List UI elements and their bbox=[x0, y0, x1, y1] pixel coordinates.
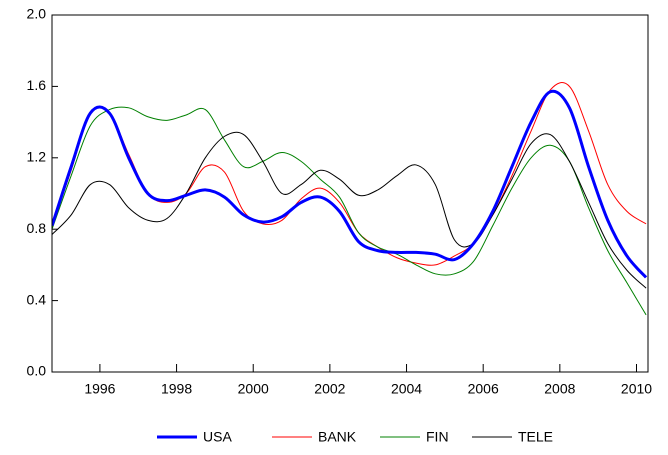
x-tick-label: 2008 bbox=[544, 381, 575, 397]
x-tick-label: 2000 bbox=[238, 381, 269, 397]
series-line bbox=[52, 131, 647, 289]
legend-label: TELE bbox=[518, 429, 553, 445]
y-tick-label: 2.0 bbox=[27, 6, 47, 22]
series-line bbox=[52, 106, 647, 316]
series-line bbox=[52, 82, 647, 266]
legend-label: FIN bbox=[426, 429, 449, 445]
x-tick-label: 2010 bbox=[621, 381, 652, 397]
legend-label: USA bbox=[203, 429, 232, 445]
legend-label: BANK bbox=[318, 429, 357, 445]
y-tick-label: 0.8 bbox=[27, 220, 47, 236]
x-tick-label: 2004 bbox=[391, 381, 422, 397]
y-tick-label: 0.4 bbox=[27, 291, 47, 307]
series-line bbox=[52, 89, 648, 279]
x-tick-label: 2006 bbox=[468, 381, 499, 397]
x-tick-label: 1998 bbox=[161, 381, 192, 397]
x-tick-label: 1996 bbox=[84, 381, 115, 397]
y-tick-label: 1.2 bbox=[27, 149, 47, 165]
plot-frame bbox=[51, 14, 649, 373]
y-tick-label: 1.6 bbox=[27, 77, 47, 93]
x-tick-label: 2002 bbox=[314, 381, 345, 397]
y-tick-label: 0.0 bbox=[27, 363, 47, 379]
